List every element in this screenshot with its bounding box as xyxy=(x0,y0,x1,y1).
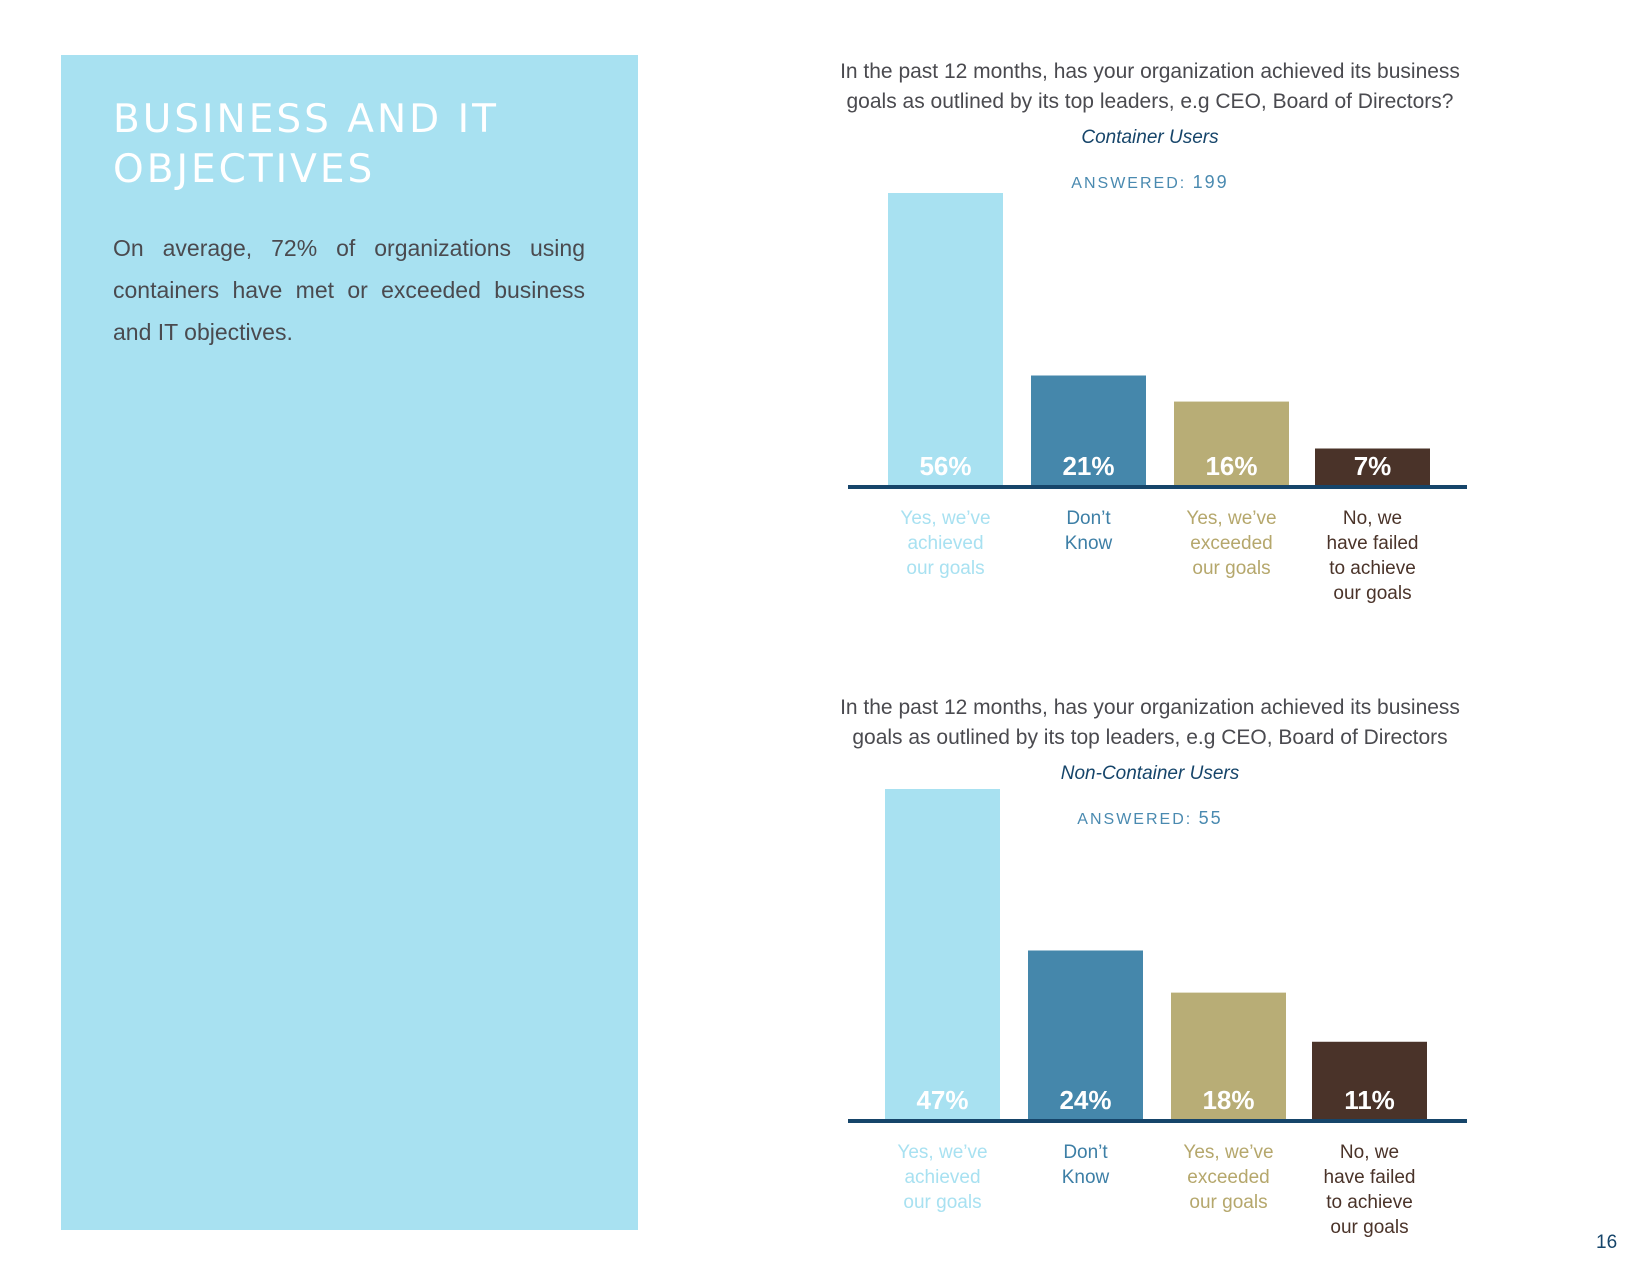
bar-3 xyxy=(1174,401,1289,485)
bar-3 xyxy=(1171,992,1286,1119)
bar-plot: 47% Yes, we’ve achieved our goals 24% Don’t Kn… xyxy=(848,789,1467,1238)
value-label: 7% xyxy=(1354,451,1392,481)
value-label: 21% xyxy=(1062,451,1114,481)
category-label: Don’t Know xyxy=(1065,508,1113,554)
container-users-chart: In the past 12 months, has your organiza… xyxy=(820,55,1480,625)
category-label: Yes, we’ve achieved our goals xyxy=(900,508,990,579)
category-label: No, we have failed to achieve our goals xyxy=(1324,1142,1416,1238)
value-label: 16% xyxy=(1205,451,1257,481)
category-label: Yes, we’ve exceeded our goals xyxy=(1186,508,1276,579)
value-label: 18% xyxy=(1202,1085,1254,1115)
chart-question: In the past 12 months, has your organiza… xyxy=(840,696,1460,749)
category-label: Yes, we’ve achieved our goals xyxy=(897,1142,987,1213)
answered-number: 199 xyxy=(1192,172,1229,192)
answered-count: ANSWERED: 55 xyxy=(820,808,1480,829)
category-label: No, we have failed to achieve our goals xyxy=(1327,508,1419,604)
bar-1 xyxy=(885,789,1000,1119)
category-label: Yes, we’ve exceeded our goals xyxy=(1183,1142,1273,1213)
answered-label: ANSWERED: xyxy=(1071,175,1187,192)
chart-subtitle: Non-Container Users xyxy=(1060,763,1240,784)
answered-number: 55 xyxy=(1198,808,1223,828)
panel-body: On average, 72% of organizations using c… xyxy=(113,235,585,345)
answered-label: ANSWERED: xyxy=(1077,811,1193,828)
page-number: 16 xyxy=(1596,1232,1618,1253)
value-label: 47% xyxy=(916,1085,968,1115)
chart-question: In the past 12 months, has your organiza… xyxy=(840,60,1460,113)
non-container-users-chart: In the past 12 months, has your organiza… xyxy=(820,693,1480,1263)
bar-4 xyxy=(1315,448,1430,485)
bar-4 xyxy=(1312,1041,1427,1119)
value-label: 11% xyxy=(1344,1085,1395,1115)
bar-2 xyxy=(1028,950,1143,1119)
value-label: 24% xyxy=(1059,1085,1111,1115)
bar-2 xyxy=(1031,375,1146,485)
bar-plot: 56% Yes, we’ve achieved our goals 21% Don’t Kn… xyxy=(848,193,1467,604)
answered-count: ANSWERED: 199 xyxy=(820,172,1480,193)
value-label: 56% xyxy=(919,451,971,481)
chart-subtitle: Container Users xyxy=(1081,127,1219,148)
category-label: Don’t Know xyxy=(1062,1142,1110,1188)
bar-1 xyxy=(888,193,1003,485)
panel-title: BUSINESS AND IT OBJECTIVES xyxy=(113,97,499,192)
objectives-panel: BUSINESS AND IT OBJECTIVES On average, 7… xyxy=(61,55,638,1230)
